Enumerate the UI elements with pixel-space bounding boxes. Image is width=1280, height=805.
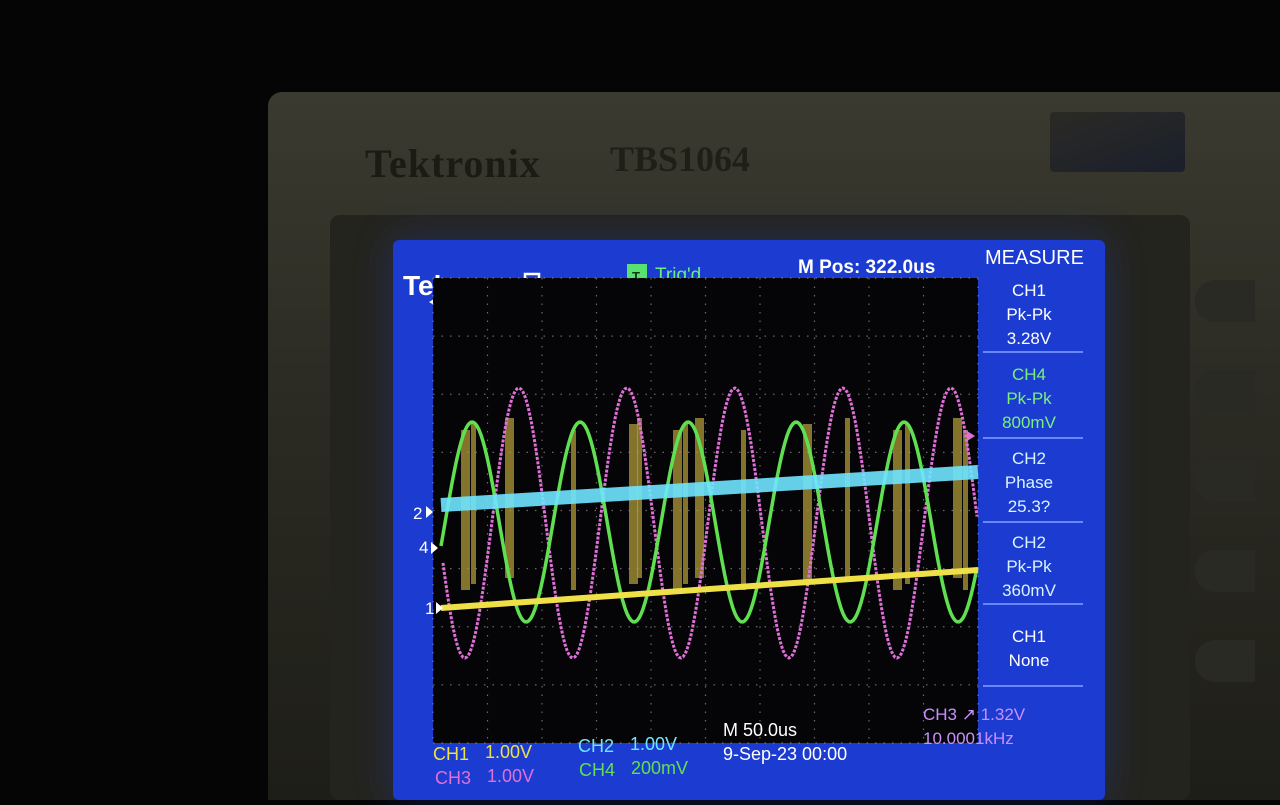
ch2-marker: 2 bbox=[413, 504, 422, 523]
menu-button-1[interactable] bbox=[1195, 280, 1255, 322]
scope-screen-svg: Tek T Trig'd M Pos: 322.0us MEASURE 2 4 … bbox=[403, 247, 1084, 788]
measurement-3[interactable]: CH2 Phase 25.3? bbox=[1005, 449, 1053, 516]
ch1-label: CH1 bbox=[433, 744, 469, 764]
frequency-readout: 10.0001kHz bbox=[923, 729, 1014, 748]
ch1-marker: 1 bbox=[425, 599, 434, 618]
date-time: 9-Sep-23 00:00 bbox=[723, 744, 847, 764]
m2-source: CH4 bbox=[1012, 365, 1046, 384]
ch2-label: CH2 bbox=[578, 736, 614, 756]
ch4-label: CH4 bbox=[579, 760, 615, 780]
status-bar: CH1 1.00V CH3 1.00V CH2 1.00V CH4 200mV … bbox=[433, 705, 1026, 788]
ch1-burst-edge bbox=[683, 424, 688, 584]
ch3-scale: 1.00V bbox=[487, 766, 534, 786]
ch1-burst-edge bbox=[845, 418, 850, 578]
ch2-cyan-trace bbox=[440, 465, 979, 512]
m3-value: 25.3? bbox=[1008, 497, 1051, 516]
ch1-burst-edge bbox=[803, 424, 812, 584]
trigger-info: CH3 ↗ 1.32V bbox=[923, 705, 1026, 724]
ch1-burst-edge bbox=[695, 418, 704, 578]
spec-badge bbox=[1050, 112, 1185, 172]
m5-source: CH1 bbox=[1012, 627, 1046, 646]
measure-title: MEASURE bbox=[985, 247, 1084, 269]
ch4-marker: 4 bbox=[419, 538, 428, 557]
ch2-scale: 1.00V bbox=[630, 734, 677, 754]
graticule bbox=[432, 277, 979, 744]
ch1-burst-edge bbox=[893, 430, 902, 590]
ch1-marker-arrow bbox=[436, 602, 443, 614]
ch1-burst-edge bbox=[673, 430, 682, 590]
measure-panel: CH1 Pk-Pk 3.28V CH4 Pk-Pk 800mV CH2 Phas… bbox=[983, 281, 1083, 687]
measurement-1[interactable]: CH1 Pk-Pk 3.28V bbox=[1006, 281, 1052, 348]
m3-type: Phase bbox=[1005, 473, 1053, 492]
ch1-burst-edge bbox=[741, 430, 746, 590]
model-number: TBS1064 bbox=[610, 139, 751, 179]
ch3-trigger-arrow bbox=[967, 431, 975, 441]
menu-button-3[interactable] bbox=[1195, 460, 1255, 502]
ch4-marker-arrow bbox=[431, 542, 438, 554]
menu-button-5[interactable] bbox=[1195, 640, 1255, 682]
ch1-burst-edge bbox=[953, 418, 962, 578]
m4-value: 360mV bbox=[1002, 581, 1057, 600]
ch1-yellow-trace bbox=[440, 567, 979, 611]
ch1-scale: 1.00V bbox=[485, 742, 532, 762]
m2-value: 800mV bbox=[1002, 413, 1057, 432]
m3-source: CH2 bbox=[1012, 449, 1046, 468]
ch4-scale: 200mV bbox=[631, 758, 688, 778]
m1-value: 3.28V bbox=[1007, 329, 1052, 348]
ch1-burst-edge bbox=[963, 430, 968, 590]
waveforms bbox=[439, 386, 979, 660]
trigger-badge: T bbox=[632, 269, 640, 284]
scope-display: Tek T Trig'd M Pos: 322.0us MEASURE 2 4 … bbox=[393, 240, 1105, 800]
brand-logo: Tektronix bbox=[365, 141, 541, 186]
ch1-burst-edge bbox=[905, 424, 910, 584]
measurement-4[interactable]: CH2 Pk-Pk 360mV bbox=[1002, 533, 1057, 600]
m-pos-readout: M Pos: 322.0us bbox=[798, 257, 935, 278]
m4-source: CH2 bbox=[1012, 533, 1046, 552]
menu-button-2[interactable] bbox=[1195, 370, 1255, 412]
m2-type: Pk-Pk bbox=[1006, 389, 1052, 408]
ch2-marker-arrow bbox=[426, 506, 433, 518]
measurement-5[interactable]: CH1 None bbox=[1009, 627, 1050, 670]
timebase: M 50.0us bbox=[723, 720, 797, 740]
m5-type: None bbox=[1009, 651, 1050, 670]
m1-source: CH1 bbox=[1012, 281, 1046, 300]
ch3-magenta-waveform bbox=[441, 386, 979, 660]
measurement-2[interactable]: CH4 Pk-Pk 800mV bbox=[1002, 365, 1057, 432]
menu-button-4[interactable] bbox=[1195, 550, 1255, 592]
ch1-burst-edge bbox=[571, 430, 576, 590]
ch3-label: CH3 bbox=[435, 768, 471, 788]
m4-type: Pk-Pk bbox=[1006, 557, 1052, 576]
ch1-burst-edge bbox=[629, 424, 638, 584]
m1-type: Pk-Pk bbox=[1006, 305, 1052, 324]
